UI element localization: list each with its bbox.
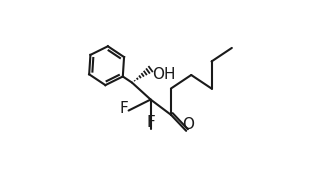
Text: F: F [119, 101, 128, 116]
Text: O: O [182, 117, 194, 132]
Text: OH: OH [152, 67, 176, 82]
Text: F: F [146, 115, 155, 130]
